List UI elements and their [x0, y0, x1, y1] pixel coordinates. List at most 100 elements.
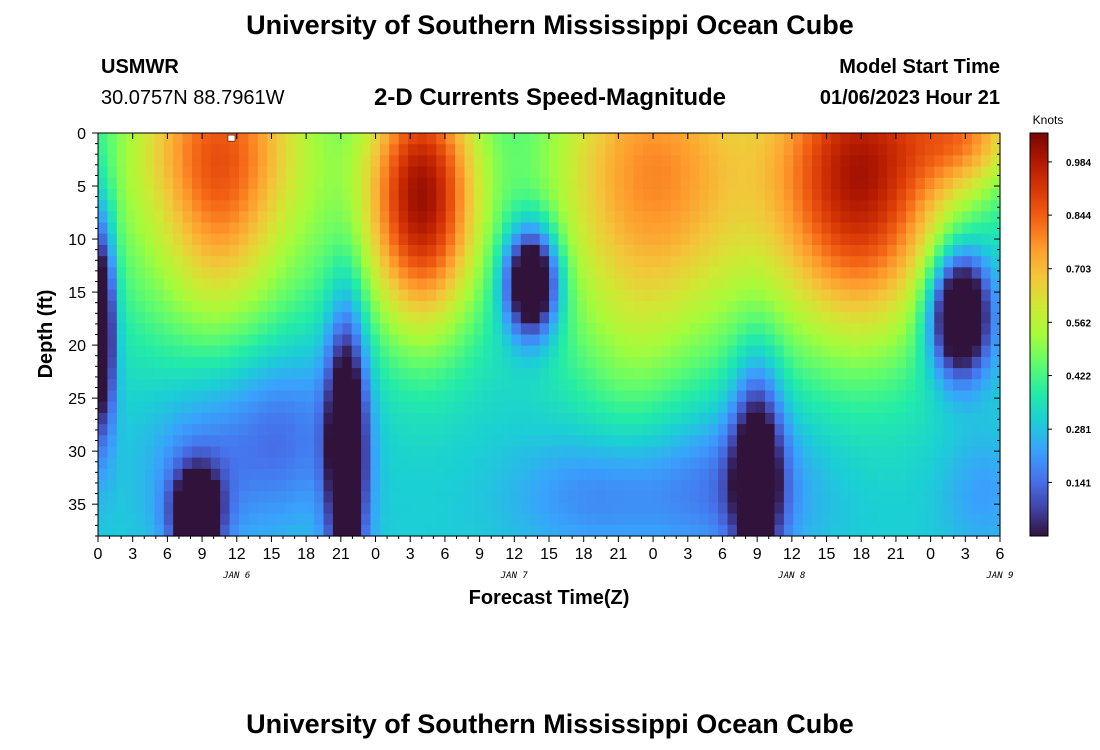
heatmap-cell — [238, 133, 249, 145]
heatmap-cell — [783, 513, 794, 526]
heatmap-cell — [868, 457, 879, 470]
heatmap-cell — [182, 502, 193, 515]
heatmap-cell — [436, 480, 447, 492]
heatmap-cell — [248, 412, 259, 425]
heatmap-cell — [398, 155, 409, 168]
heatmap-cell — [464, 524, 475, 537]
heatmap-cell — [849, 155, 860, 168]
heatmap-cell — [605, 345, 616, 358]
heatmap-cell — [906, 144, 917, 156]
heatmap-cell — [163, 446, 174, 459]
heatmap-cell — [473, 278, 484, 291]
heatmap-cell — [173, 345, 184, 358]
heatmap-cell — [802, 491, 813, 504]
heatmap-cell — [887, 133, 898, 145]
heatmap-cell — [276, 177, 287, 190]
heatmap-cell — [436, 502, 447, 515]
heatmap-cell — [652, 390, 663, 403]
heatmap-cell — [483, 524, 494, 537]
heatmap-cell — [793, 468, 804, 481]
heatmap-cell — [332, 334, 343, 347]
heatmap-cell — [896, 211, 907, 224]
heatmap-cell — [755, 345, 766, 358]
heatmap-cell — [943, 155, 954, 168]
heatmap-cell — [642, 155, 653, 168]
heatmap-cell — [567, 278, 578, 291]
heatmap-cell — [549, 401, 559, 414]
heatmap-cell — [821, 267, 832, 280]
heatmap-cell — [595, 480, 606, 492]
heatmap-cell — [323, 267, 334, 280]
heatmap-cell — [624, 480, 635, 492]
heatmap-cell — [680, 468, 691, 481]
heatmap-cell — [408, 502, 419, 515]
heatmap-cell — [595, 188, 606, 201]
heatmap-cell — [924, 334, 935, 347]
heatmap-cell — [116, 300, 127, 313]
heatmap-cell — [126, 379, 137, 392]
heatmap-cell — [934, 256, 945, 268]
heatmap-cell — [370, 524, 381, 537]
heatmap-cell — [511, 144, 522, 156]
heatmap-cell — [765, 390, 776, 403]
heatmap-cell — [126, 256, 137, 268]
heatmap-cell — [736, 256, 747, 268]
heatmap-cell — [295, 491, 306, 504]
heatmap-cell — [220, 401, 231, 414]
heatmap-cell — [765, 289, 776, 302]
heatmap-cell — [492, 401, 503, 414]
heatmap-cell — [314, 412, 325, 425]
heatmap-cell — [530, 368, 541, 380]
heatmap-cell — [379, 323, 390, 336]
heatmap-cell — [755, 312, 766, 324]
heatmap-cell — [633, 524, 644, 537]
heatmap-cell — [990, 278, 1001, 291]
heatmap-cell — [257, 524, 268, 537]
heatmap-cell — [943, 300, 954, 313]
heatmap-cell — [624, 211, 635, 224]
heatmap-cell — [455, 345, 466, 358]
heatmap-cell — [859, 323, 870, 336]
heatmap-cell — [436, 435, 447, 448]
heatmap-cell — [436, 155, 447, 168]
heatmap-cell — [173, 188, 184, 201]
heatmap-cell — [436, 368, 447, 380]
heatmap-cell — [276, 155, 287, 168]
heatmap-cell — [736, 468, 747, 481]
heatmap-cell — [680, 133, 691, 145]
heatmap-cell — [201, 401, 212, 414]
heatmap-cell — [953, 256, 964, 268]
heatmap-cell — [483, 300, 494, 313]
heatmap-cell — [342, 300, 353, 313]
heatmap-cell — [586, 267, 597, 280]
heatmap-cell — [361, 200, 372, 212]
heatmap-cell — [332, 368, 343, 380]
heatmap-cell — [257, 502, 268, 515]
heatmap-cell — [285, 379, 296, 392]
heatmap-cell — [567, 457, 578, 470]
heatmap-cell — [379, 233, 390, 246]
heatmap-cell — [736, 491, 747, 504]
heatmap-cell — [624, 200, 635, 212]
heatmap-cell — [699, 412, 710, 425]
heatmap-cell — [182, 244, 193, 257]
heatmap-cell — [201, 222, 212, 235]
heatmap-cell — [840, 222, 851, 235]
heatmap-cell — [248, 323, 259, 336]
heatmap-cell — [624, 233, 635, 246]
heatmap-cell — [981, 334, 992, 347]
heatmap-cell — [144, 457, 155, 470]
heatmap-cell — [248, 379, 259, 392]
heatmap-cell — [342, 356, 353, 369]
heatmap-cell — [520, 133, 531, 145]
heatmap-cell — [633, 256, 644, 268]
heatmap-cell — [962, 300, 973, 313]
heatmap-cell — [896, 300, 907, 313]
colorbar — [1029, 132, 1049, 537]
heatmap-cell — [502, 222, 513, 235]
heatmap-cell — [304, 289, 315, 302]
heatmap-cell — [736, 379, 747, 392]
heatmap-cell — [718, 468, 729, 481]
heatmap-cell — [210, 289, 221, 302]
heatmap-cell — [802, 345, 813, 358]
